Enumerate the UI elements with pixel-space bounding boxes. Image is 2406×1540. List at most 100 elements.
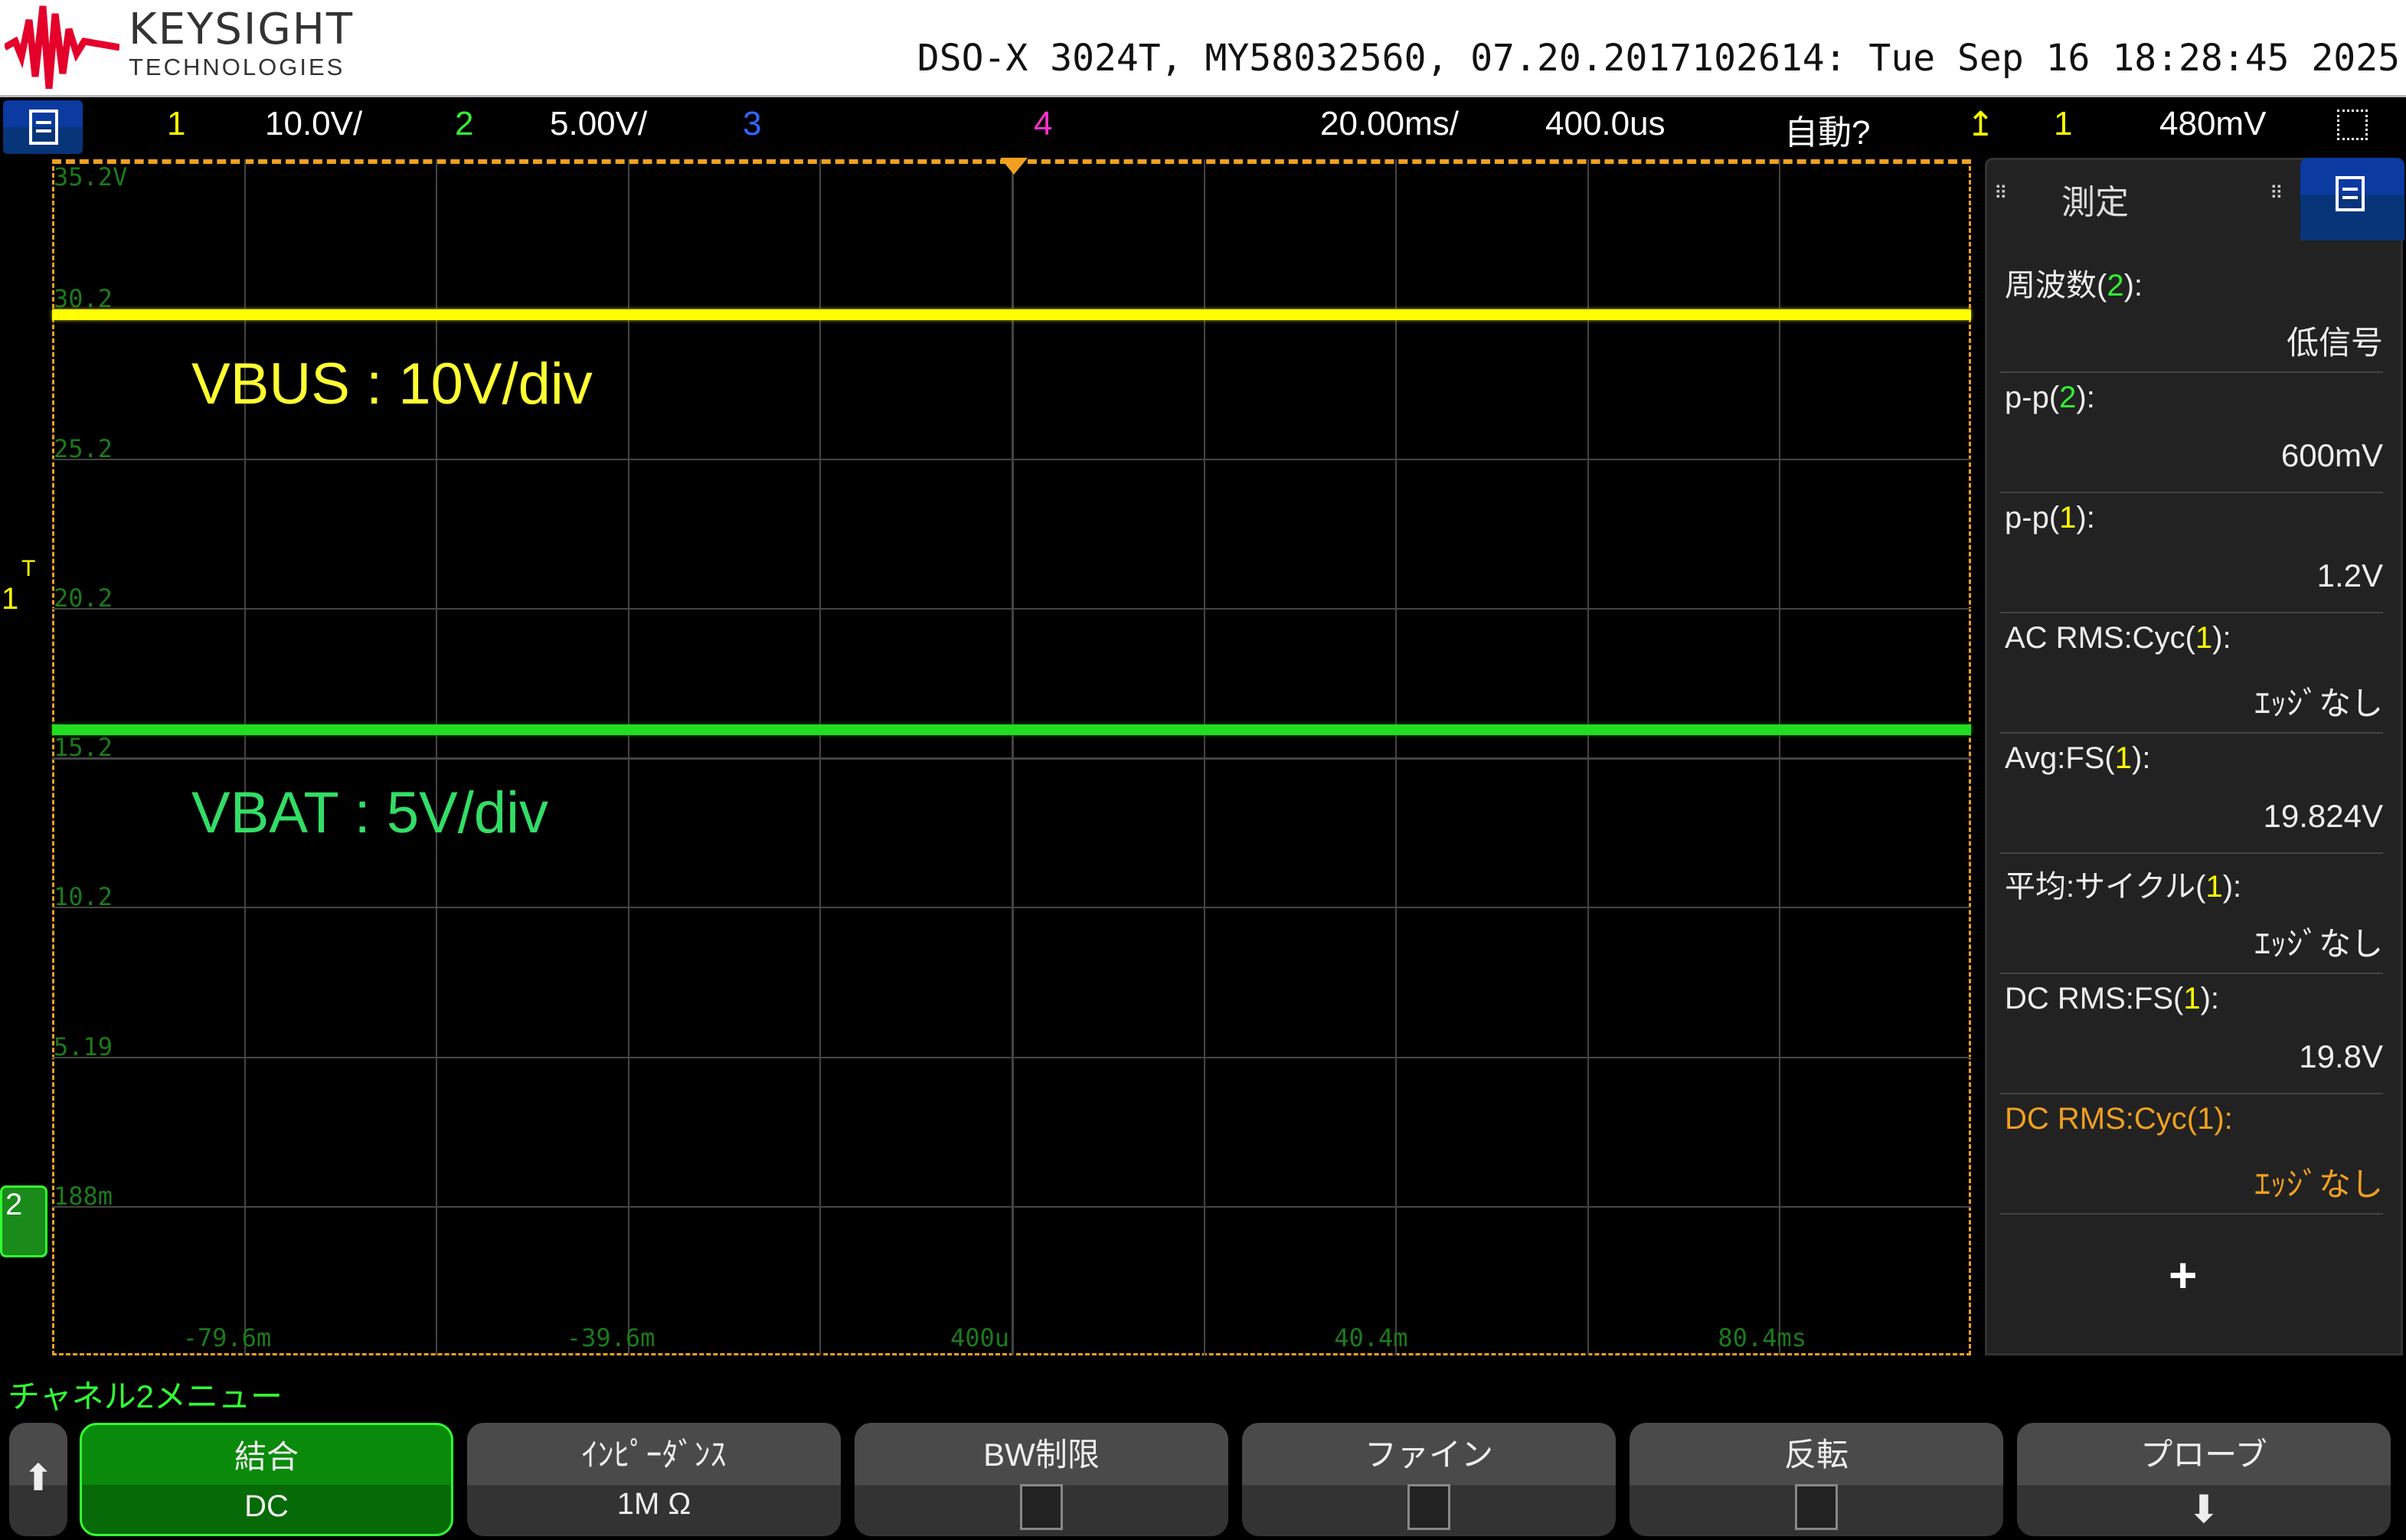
measurement-suffix: ):: [2076, 501, 2095, 535]
ch2-ground-marker[interactable]: 2: [0, 1185, 47, 1257]
measurement-suffix: ):: [2132, 741, 2151, 775]
measurement-name: DC RMS:FS(: [2005, 982, 2184, 1015]
measurement-value: ｴｯｼﾞなし: [2254, 1166, 2383, 1202]
y-axis-label: 30.2: [54, 284, 113, 314]
drag-handle-icon[interactable]: ⠿: [2270, 183, 2283, 204]
x-axis-label: -39.6m: [566, 1323, 655, 1352]
measurement-label: p-p(1):: [2005, 501, 2095, 535]
measurement-suffix: ):: [2222, 870, 2242, 904]
x-axis-label: 400u: [950, 1323, 1010, 1352]
ch2-scale[interactable]: 5.00V/: [550, 105, 648, 142]
y-axis-label: 188m: [54, 1181, 113, 1211]
fine-checkbox[interactable]: [1407, 1484, 1450, 1530]
vbus-annotation: VBUS : 10V/div: [191, 351, 593, 417]
measurement-channel: 1: [2205, 870, 2223, 904]
measurement-item[interactable]: AC RMS:Cyc(1): ｴｯｼﾞなし: [2000, 613, 2383, 734]
horizontal-gridline: [52, 607, 1971, 610]
probe-label: プローブ: [2140, 1437, 2267, 1473]
measurement-channel: 1: [2114, 741, 2132, 775]
measurement-label: 平均:サイクル(1):: [2005, 862, 2241, 906]
panel-menu-button[interactable]: [2300, 158, 2404, 240]
vbat-annotation: VBAT : 5V/div: [191, 780, 549, 845]
main-menu-button[interactable]: [3, 100, 83, 154]
invert-checkbox[interactable]: [1795, 1484, 1838, 1530]
measurement-value: 19.8V: [2299, 1038, 2383, 1074]
bw-limit-checkbox[interactable]: [1020, 1484, 1063, 1530]
menu-icon: [2336, 176, 2365, 211]
measurement-name: AC RMS:Cyc(: [2005, 621, 2195, 655]
keysight-logo-icon: [5, 5, 119, 89]
measurement-panel-title: 測定: [2061, 184, 2129, 221]
measurement-label: DC RMS:Cyc(1):: [2005, 1102, 2233, 1136]
zoom-region-icon[interactable]: [2337, 110, 2368, 140]
trigger-mode[interactable]: 自動?: [1784, 114, 1871, 152]
measurement-item[interactable]: 周波数(2): 低信号: [2000, 253, 2383, 373]
measurement-suffix: ):: [2200, 982, 2220, 1015]
measurement-channel: 2: [2107, 269, 2124, 302]
measurement-suffix: ):: [2212, 621, 2231, 655]
horizontal-gridline: [52, 458, 1971, 460]
bw-limit-softkey[interactable]: BW制限: [855, 1423, 1228, 1536]
ch1-ground-marker[interactable]: 1: [2, 582, 19, 616]
measurement-item[interactable]: p-p(2): 600mV: [2000, 373, 2383, 493]
y-axis-label: 15.2: [54, 733, 113, 762]
measurement-label: Avg:FS(1):: [2005, 741, 2150, 776]
horizontal-delay[interactable]: 400.0us: [1545, 105, 1666, 142]
probe-softkey[interactable]: プローブ ⬇: [2017, 1423, 2391, 1536]
ch1-indicator[interactable]: 1: [167, 105, 186, 142]
measurement-label: DC RMS:FS(1):: [2005, 982, 2219, 1016]
menu-icon: [29, 110, 58, 145]
back-button[interactable]: ⬆: [9, 1423, 67, 1536]
instrument-info: DSO-X 3024T, MY58032560, 07.20.201710261…: [917, 37, 2400, 80]
coupling-softkey[interactable]: 結合 DC: [80, 1423, 453, 1536]
fine-softkey[interactable]: ファイン: [1242, 1423, 1616, 1536]
horizontal-gridline: [52, 1205, 1971, 1208]
drag-handle-icon[interactable]: ⠿: [1994, 183, 2008, 204]
x-axis-label: -79.6m: [182, 1323, 272, 1352]
trigger-position-marker-icon[interactable]: [1000, 158, 1028, 175]
measurement-name: DC RMS:Cyc(: [2005, 1102, 2198, 1136]
measurement-value: 低信号: [2286, 325, 2383, 361]
trigger-source[interactable]: 1: [2054, 105, 2073, 142]
trigger-level[interactable]: 480mV: [2159, 105, 2267, 142]
ch1-scale[interactable]: 10.0V/: [265, 105, 363, 142]
measurement-item[interactable]: 平均:サイクル(1): ｴｯｼﾞなし: [2000, 854, 2383, 974]
measurement-item[interactable]: Avg:FS(1): 19.824V: [2000, 734, 2383, 854]
ch3-indicator[interactable]: 3: [743, 105, 762, 142]
measurement-name: 周波数(: [2005, 269, 2107, 302]
timebase-scale[interactable]: 20.00ms/: [1320, 105, 1459, 142]
horizontal-gridline: [52, 907, 1971, 909]
header-bar: KEYSIGHT TECHNOLOGIES DSO-X 3024T, MY580…: [0, 0, 2406, 95]
ch2-trace: [52, 724, 1971, 735]
brand-subtitle: TECHNOLOGIES: [129, 54, 345, 80]
measurement-channel: 1: [2059, 501, 2077, 535]
arrow-down-icon: ⬇: [2188, 1488, 2220, 1531]
bw-limit-label: BW制限: [983, 1437, 1100, 1473]
impedance-softkey[interactable]: ｲﾝﾋﾟｰﾀﾞﾝｽ 1M Ω: [467, 1423, 841, 1536]
ch4-indicator[interactable]: 4: [1034, 105, 1053, 142]
measurement-name: p-p(: [2005, 501, 2060, 535]
measurement-item[interactable]: DC RMS:FS(1): 19.8V: [2000, 974, 2383, 1094]
measurement-label: p-p(2):: [2005, 381, 2095, 415]
status-toolbar: 1 10.0V/ 2 5.00V/ 3 4 20.00ms/ 400.0us 自…: [0, 95, 2406, 158]
horizontal-gridline: [52, 1056, 1971, 1058]
measurement-name: 平均:サイクル(: [2005, 870, 2206, 904]
invert-softkey[interactable]: 反転: [1630, 1423, 2003, 1536]
coupling-label: 結合: [234, 1439, 299, 1475]
measurement-channel: 2: [2059, 381, 2077, 414]
measurement-value: 1.2V: [2316, 557, 2383, 593]
add-measurement-button[interactable]: +: [2169, 1247, 2198, 1303]
measurement-value: ｴｯｼﾞなし: [2254, 926, 2383, 962]
measurement-suffix: ):: [2123, 269, 2143, 302]
invert-label: 反転: [1783, 1437, 1849, 1473]
arrow-up-icon: ⬆: [22, 1458, 54, 1499]
x-axis-label: 40.4m: [1334, 1323, 1408, 1352]
trigger-level-marker[interactable]: T: [21, 556, 36, 581]
x-axis-label: 80.4ms: [1718, 1323, 1806, 1352]
measurement-suffix: ):: [2076, 381, 2095, 414]
measurement-item[interactable]: DC RMS:Cyc(1): ｴｯｼﾞなし: [2000, 1094, 2383, 1215]
measurement-item[interactable]: p-p(1): 1.2V: [2000, 493, 2383, 613]
y-axis-label: 35.2V: [54, 162, 128, 191]
ch2-indicator[interactable]: 2: [455, 105, 474, 142]
measurement-value: 19.824V: [2263, 798, 2383, 834]
